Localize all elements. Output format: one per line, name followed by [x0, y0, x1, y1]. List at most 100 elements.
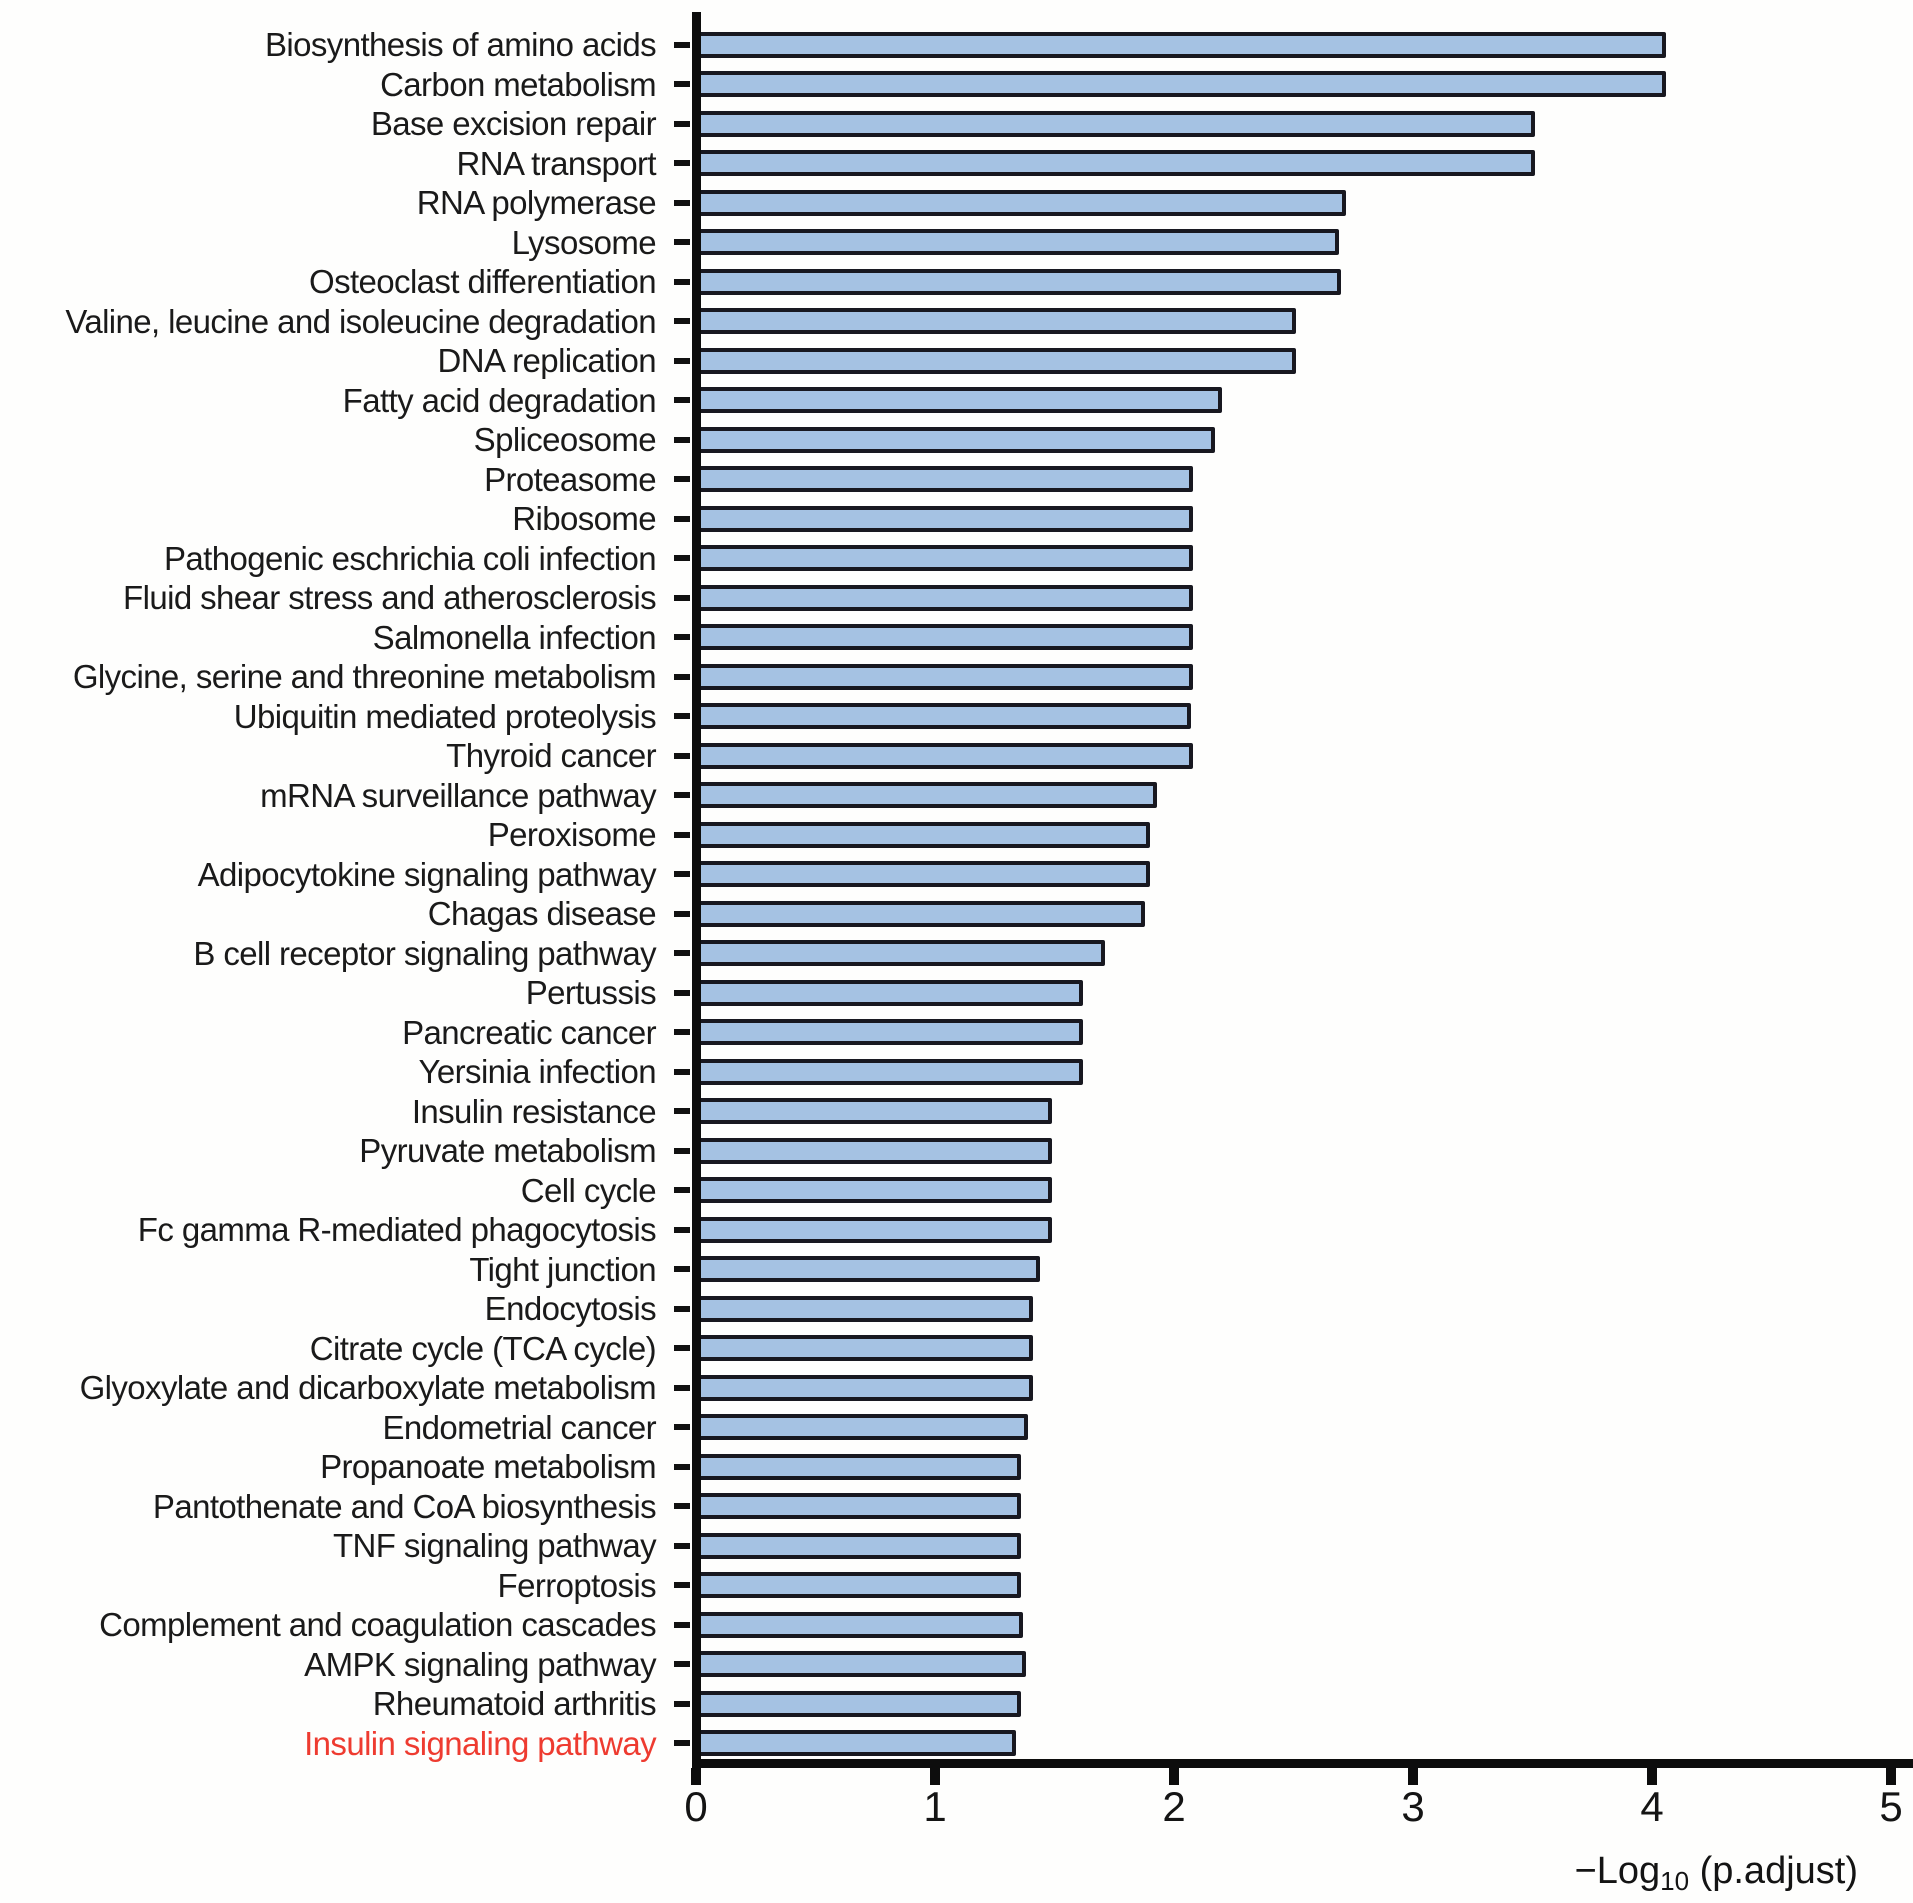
category-label: Ubiquitin mediated proteolysis [233, 697, 657, 735]
bar-row: Carbon metabolism [0, 65, 1913, 105]
y-axis-tick [674, 1582, 690, 1589]
bar-row: Base excision repair [0, 104, 1913, 144]
bar [696, 387, 1222, 414]
bar-row: Glyoxylate and dicarboxylate metabolism [0, 1368, 1913, 1408]
bar [696, 505, 1193, 532]
y-axis-tick [674, 397, 690, 404]
y-axis-tick [674, 476, 690, 483]
bar [696, 545, 1193, 572]
bar [696, 189, 1346, 216]
bar [696, 1453, 1021, 1480]
y-axis-tick [674, 1463, 690, 1470]
bar-row: Lysosome [0, 223, 1913, 263]
y-axis-tick [674, 436, 690, 443]
category-label: mRNA surveillance pathway [260, 776, 656, 814]
category-label: Endocytosis [484, 1290, 657, 1328]
category-label: Biosynthesis of amino acids [265, 26, 657, 64]
category-label: Tight junction [469, 1250, 656, 1288]
x-axis-title-suffix: (p.adjust) [1689, 1850, 1858, 1892]
bar [696, 1177, 1052, 1204]
bar [696, 1572, 1021, 1599]
y-axis-tick [674, 555, 690, 562]
x-axis-tick [1886, 1768, 1896, 1785]
y-axis-tick [674, 1345, 690, 1352]
x-axis-title: −Log10 (p.adjust) [1574, 1850, 1858, 1894]
bar [696, 229, 1339, 256]
bar-row: Glycine, serine and threonine metabolism [0, 657, 1913, 697]
y-axis-tick [674, 239, 690, 246]
bar [696, 150, 1535, 177]
bar-row: mRNA surveillance pathway [0, 776, 1913, 816]
x-tick-label: 5 [1879, 1783, 1903, 1830]
bar [696, 1374, 1033, 1401]
y-axis-tick [674, 1068, 690, 1075]
bar-row: Salmonella infection [0, 618, 1913, 658]
y-axis-tick [674, 41, 690, 48]
y-axis-tick [674, 950, 690, 957]
bar-row: Fatty acid degradation [0, 381, 1913, 421]
y-axis-tick [674, 120, 690, 127]
y-axis-tick [674, 1226, 690, 1233]
bar [696, 1532, 1021, 1559]
y-axis-tick [674, 1305, 690, 1312]
y-axis-tick [674, 910, 690, 917]
bar [696, 584, 1193, 611]
category-label: Pertussis [525, 974, 657, 1012]
y-axis-tick [674, 278, 690, 285]
category-label: Pyruvate metabolism [359, 1132, 656, 1170]
bar [696, 1058, 1083, 1085]
x-axis-title-prefix: −Log [1574, 1850, 1661, 1892]
bar [696, 861, 1150, 888]
bar-row: Chagas disease [0, 894, 1913, 934]
bar-row: Fluid shear stress and atherosclerosis [0, 578, 1913, 618]
y-axis-line [692, 12, 701, 1764]
category-label: Rheumatoid arthritis [372, 1685, 657, 1723]
category-label: Fatty acid degradation [342, 381, 657, 419]
bar-row: Tight junction [0, 1250, 1913, 1290]
y-axis-tick [674, 871, 690, 878]
bar [696, 1256, 1040, 1283]
bar-row: RNA transport [0, 144, 1913, 184]
bar [696, 1295, 1033, 1322]
bar [696, 110, 1535, 137]
category-label: Ribosome [512, 500, 656, 538]
bar-row: Rheumatoid arthritis [0, 1684, 1913, 1724]
category-label: Adipocytokine signaling pathway [197, 855, 657, 893]
category-label: Endometrial cancer [382, 1408, 656, 1446]
y-axis-tick [674, 199, 690, 206]
bar-row: Insulin resistance [0, 1092, 1913, 1132]
bar [696, 1414, 1028, 1441]
category-label: TNF signaling pathway [332, 1527, 657, 1565]
bar [696, 31, 1666, 58]
bar-row: Complement and coagulation cascades [0, 1605, 1913, 1645]
category-label: Chagas disease [427, 895, 657, 933]
bar-row: Citrate cycle (TCA cycle) [0, 1329, 1913, 1369]
bar [696, 1493, 1021, 1520]
y-axis-tick [674, 792, 690, 799]
bar-row: DNA replication [0, 341, 1913, 381]
bar [696, 347, 1296, 374]
bar [696, 821, 1150, 848]
category-label: Peroxisome [487, 816, 657, 854]
bar-rows: Biosynthesis of amino acids Carbon metabo… [0, 25, 1913, 1763]
x-tick-label: 4 [1640, 1783, 1664, 1830]
category-label: AMPK signaling pathway [304, 1645, 656, 1683]
y-axis-tick [674, 1503, 690, 1510]
bar [696, 1611, 1023, 1638]
bar [696, 703, 1191, 730]
bar [696, 308, 1296, 335]
bar-row: AMPK signaling pathway [0, 1645, 1913, 1685]
bar [696, 1137, 1052, 1164]
bar-row: RNA polymerase [0, 183, 1913, 223]
x-tick-label: 0 [684, 1783, 708, 1830]
y-axis-tick [674, 1384, 690, 1391]
category-label: Spliceosome [473, 421, 657, 459]
bar-row: Adipocytokine signaling pathway [0, 855, 1913, 895]
category-label: Insulin signaling pathway [304, 1724, 657, 1762]
y-axis-tick [674, 357, 690, 364]
y-axis-tick [674, 989, 690, 996]
y-axis-tick [674, 713, 690, 720]
y-axis-tick [674, 318, 690, 325]
bar [696, 1019, 1083, 1046]
x-axis-line [692, 1759, 1913, 1768]
